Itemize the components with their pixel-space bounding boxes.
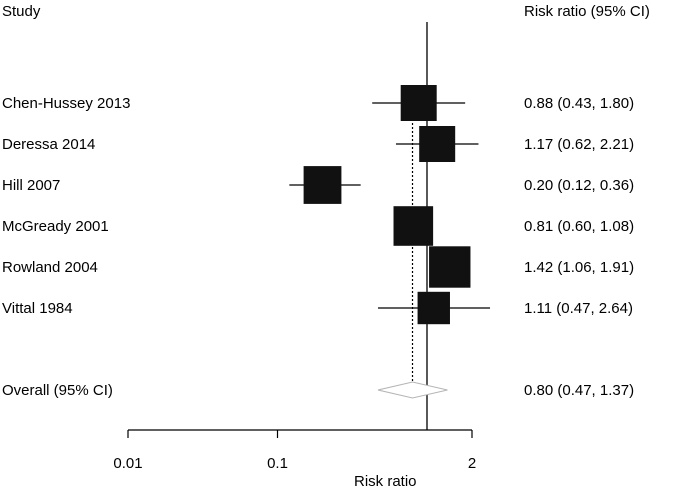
study-estimate-text: 0.81 (0.60, 1.08)	[524, 218, 634, 235]
study-label: Rowland 2004	[2, 259, 98, 276]
overall-diamond	[377, 381, 448, 399]
overall-estimate-text: 0.80 (0.47, 1.37)	[524, 382, 634, 399]
x-axis-label: Risk ratio	[354, 473, 417, 490]
x-tick-label: 2	[468, 455, 476, 472]
x-tick-label: 0.1	[267, 455, 288, 472]
study-weight-box	[393, 206, 434, 246]
study-label: Chen-Hussey 2013	[2, 95, 130, 112]
study-label: McGready 2001	[2, 218, 109, 235]
study-estimate-text: 0.88 (0.43, 1.80)	[524, 95, 634, 112]
study-weight-box	[417, 291, 450, 325]
study-estimate-text: 1.17 (0.62, 2.21)	[524, 136, 634, 153]
study-weight-box	[303, 166, 342, 204]
estimate-column-header: Risk ratio (95% CI)	[524, 3, 650, 20]
study-weight-box	[400, 85, 437, 121]
study-weight-box	[419, 126, 456, 162]
study-estimate-text: 1.42 (1.06, 1.91)	[524, 259, 634, 276]
study-estimate-text: 0.20 (0.12, 0.36)	[524, 177, 634, 194]
study-estimate-text: 1.11 (0.47, 2.64)	[524, 300, 633, 317]
study-label: Deressa 2014	[2, 136, 95, 153]
x-tick-label: 0.01	[113, 455, 142, 472]
study-label: Hill 2007	[2, 177, 60, 194]
overall-label: Overall (95% CI)	[2, 382, 113, 399]
study-column-header: Study	[2, 3, 41, 20]
study-weight-box	[429, 246, 471, 288]
study-label: Vittal 1984	[2, 300, 73, 317]
